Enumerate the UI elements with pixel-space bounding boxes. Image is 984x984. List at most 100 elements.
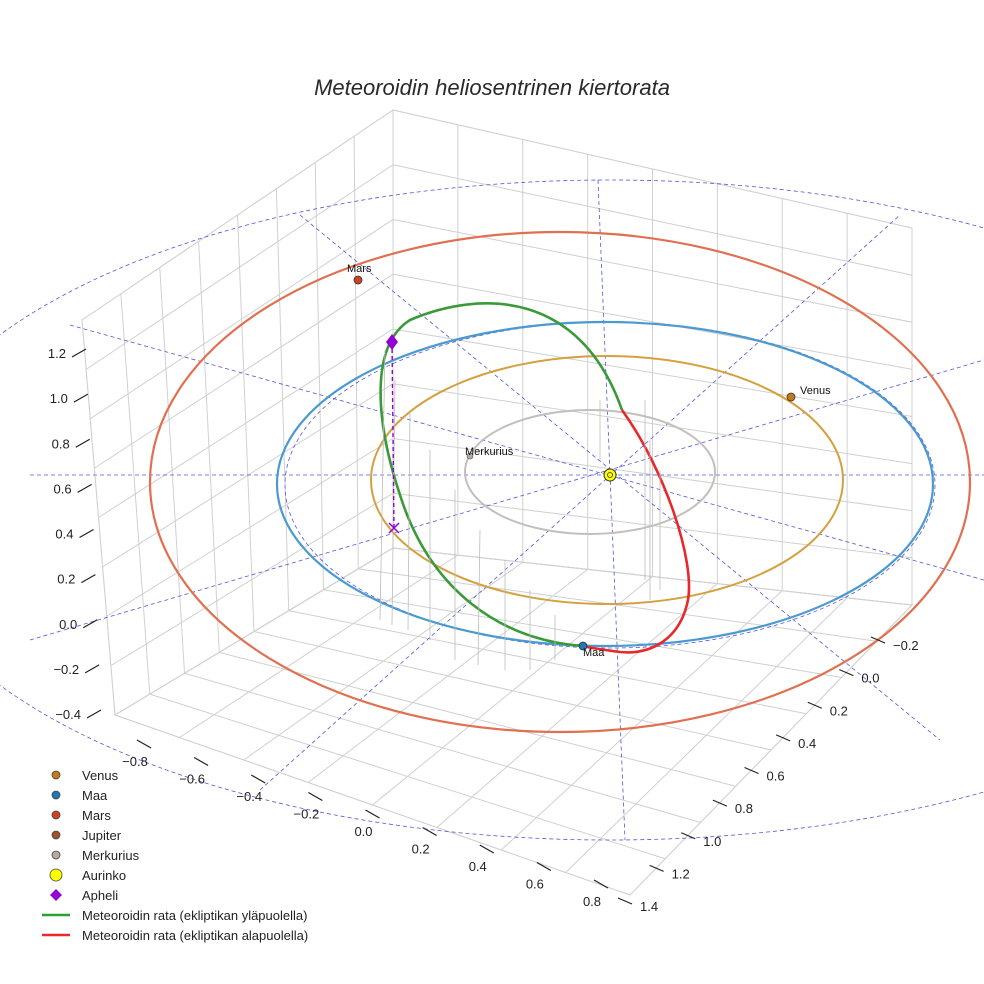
mercury-orbit <box>464 409 716 535</box>
label-maa: Maa <box>583 647 605 659</box>
grid-line <box>106 438 394 617</box>
legend-marker <box>51 850 61 860</box>
y-tick-mark <box>744 766 759 775</box>
legend-label: Venus <box>82 768 119 783</box>
drop-line <box>379 349 386 621</box>
z-tick-label: 1.0 <box>50 391 68 406</box>
x-tick-mark <box>308 791 323 802</box>
x-tick-label: 0.6 <box>526 877 544 892</box>
ecliptic-ray <box>597 179 626 841</box>
grid-line <box>94 273 394 469</box>
y-tick-label: 0.6 <box>767 769 785 784</box>
legend-marker <box>49 868 63 882</box>
x-tick-mark <box>593 879 609 889</box>
aphelion-drop-line <box>391 341 395 529</box>
z-tick-mark <box>84 664 100 674</box>
aurinko-marker <box>603 468 617 482</box>
y-tick-label: 1.2 <box>672 866 690 881</box>
grid-line <box>392 438 913 512</box>
z-tick-mark <box>71 348 87 358</box>
gridlines <box>81 109 913 896</box>
x-tick-mark <box>136 739 152 749</box>
z-tick-label: 1.2 <box>48 346 66 361</box>
y-tick-label: −0.2 <box>893 638 919 653</box>
chart-title: Meteoroidin heliosentrinen kiertorata <box>314 75 670 100</box>
legend: Venus Maa Mars Jupiter Merkurius Aurinko Aphel… <box>42 768 308 943</box>
mars-marker <box>353 275 363 285</box>
orbits <box>148 230 972 734</box>
x-tick-label: −0.8 <box>122 754 148 769</box>
z-tick-mark <box>75 438 91 448</box>
ecliptic-grid <box>0 179 984 841</box>
mars-orbit <box>148 230 972 734</box>
earth-orbit <box>275 320 935 648</box>
merkurius-marker <box>466 452 474 460</box>
drop-line <box>407 409 411 631</box>
y-tick-label: 0.8 <box>735 801 753 816</box>
y-tick-mark <box>681 832 696 840</box>
z-tick-mark <box>81 574 96 584</box>
legend-label: Merkurius <box>82 848 140 863</box>
grid-line <box>81 109 394 321</box>
legend-marker <box>51 790 61 800</box>
grid-line <box>392 328 913 417</box>
legend-marker <box>50 889 62 901</box>
venus-orbit <box>370 355 844 605</box>
legend-label: Apheli <box>82 888 118 903</box>
grid-panes <box>81 109 914 896</box>
meteoroid-orbit-above <box>379 302 624 648</box>
label-venus: Venus <box>800 385 831 397</box>
y-tick-mark <box>807 701 822 709</box>
y-tick-label: 0.0 <box>861 671 879 686</box>
grid-line <box>307 568 588 783</box>
venus-marker <box>786 392 796 402</box>
maa-marker <box>578 641 588 651</box>
left-pane <box>81 109 394 716</box>
z-tick-label: −0.4 <box>55 707 81 722</box>
y-tick-mark <box>712 799 728 807</box>
legend-marker <box>51 770 61 780</box>
legend-label: Jupiter <box>82 828 122 843</box>
legend-label: Aurinko <box>82 868 126 883</box>
z-tick-mark <box>86 709 102 719</box>
ecliptic-ray <box>29 359 984 641</box>
grid-line <box>114 547 394 716</box>
x-tick-label: 0.2 <box>412 842 430 857</box>
planet-labels: Mars Venus Merkurius Maa <box>347 263 831 659</box>
legend-label: Meteoroidin rata (ekliptikan yläpuolella… <box>82 908 307 923</box>
legend-marker <box>51 810 61 820</box>
grid-line <box>392 164 913 276</box>
y-tick-mark <box>649 864 664 872</box>
y-tick-label: 1.0 <box>703 834 721 849</box>
grid-line <box>392 109 913 229</box>
apheli-projection-marker <box>388 522 400 534</box>
drop-line <box>477 529 481 666</box>
ecliptic-circle <box>284 321 936 649</box>
grid-line <box>565 597 848 873</box>
grid-line <box>110 492 394 667</box>
ecliptic-ray <box>299 214 941 741</box>
x-tick-label: 0.8 <box>583 894 601 909</box>
z-tick-label: 0.2 <box>57 572 75 587</box>
grid-line <box>85 164 394 370</box>
label-mars: Mars <box>347 263 372 275</box>
legend-label: Meteoroidin rata (ekliptikan alapuolella… <box>82 928 308 943</box>
y-tick-label: 0.4 <box>798 736 816 751</box>
z-tick-mark <box>79 528 94 539</box>
y-tick-mark <box>617 897 633 905</box>
ecliptic-ray <box>259 214 901 791</box>
z-tick-mark <box>73 393 89 403</box>
legend-marker <box>51 830 61 840</box>
grid-line <box>372 576 653 806</box>
legend-label: Maa <box>82 788 108 803</box>
x-tick-label: −0.6 <box>179 772 205 787</box>
z-tick-mark <box>77 483 92 493</box>
label-merkurius: Merkurius <box>465 446 514 458</box>
markers <box>353 275 796 651</box>
x-tick-mark <box>193 756 209 767</box>
y-tick-mark <box>839 669 854 677</box>
x-tick-label: −0.2 <box>294 807 320 822</box>
z-tick-label: 0.8 <box>52 436 70 451</box>
z-tick-label: 0.4 <box>55 527 73 542</box>
